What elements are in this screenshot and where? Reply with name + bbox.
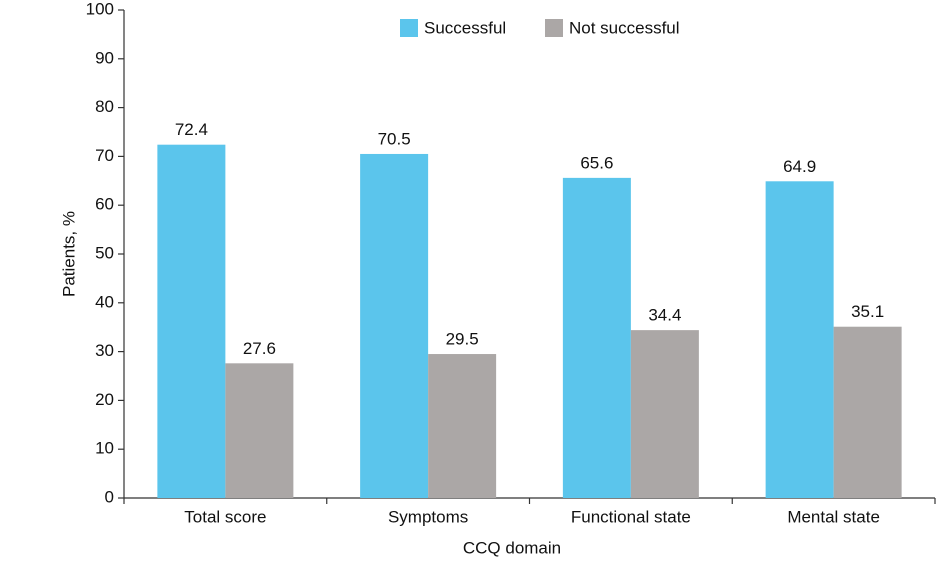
legend-label: Successful [424, 18, 506, 37]
value-label: 70.5 [378, 129, 411, 148]
y-tick-label: 0 [105, 487, 114, 506]
bar [428, 354, 497, 498]
value-label: 35.1 [851, 302, 884, 321]
value-label: 72.4 [175, 120, 208, 139]
y-tick-label: 80 [95, 97, 114, 116]
bar [765, 181, 834, 498]
y-tick-label: 10 [95, 439, 114, 458]
x-tick-label: Functional state [571, 507, 691, 526]
y-tick-label: 40 [95, 292, 114, 311]
legend-label: Not successful [569, 18, 680, 37]
bar [630, 330, 699, 498]
x-axis-label: CCQ domain [463, 538, 561, 557]
legend-swatch [545, 19, 563, 37]
value-label: 64.9 [783, 157, 816, 176]
bar [833, 326, 902, 498]
value-label: 34.4 [648, 306, 681, 325]
x-tick-label: Symptoms [388, 507, 468, 526]
value-label: 65.6 [580, 153, 613, 172]
bar [225, 363, 294, 498]
legend-swatch [400, 19, 418, 37]
y-tick-label: 70 [95, 146, 114, 165]
y-axis-label: Patients, % [59, 211, 78, 297]
x-tick-label: Total score [184, 507, 266, 526]
value-label: 27.6 [243, 339, 276, 358]
bar [360, 153, 429, 498]
y-tick-label: 90 [95, 48, 114, 67]
x-tick-label: Mental state [787, 507, 880, 526]
bar [157, 144, 226, 499]
y-tick-label: 60 [95, 195, 114, 214]
y-tick-label: 20 [95, 390, 114, 409]
value-label: 29.5 [446, 330, 479, 349]
y-tick-label: 30 [95, 341, 114, 360]
y-tick-label: 50 [95, 243, 114, 262]
bar [562, 177, 631, 498]
y-tick-label: 100 [86, 0, 114, 18]
